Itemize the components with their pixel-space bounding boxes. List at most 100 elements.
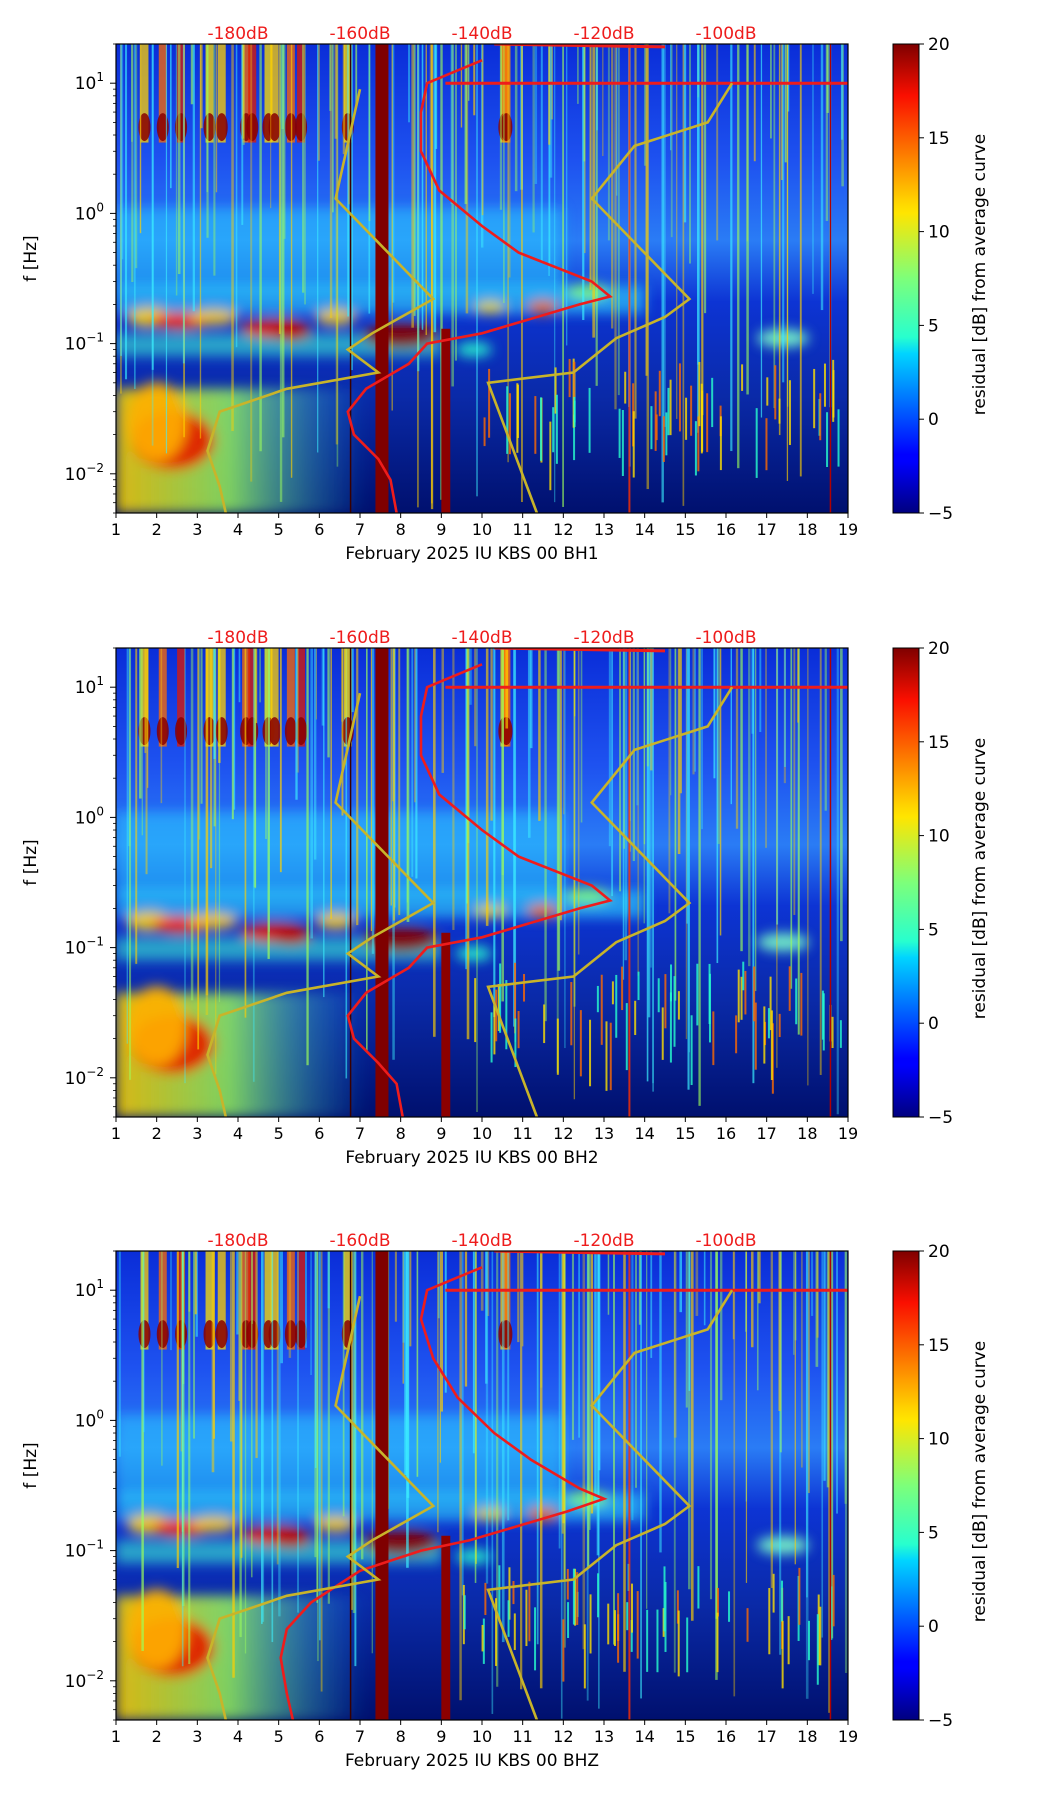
- top-db-label: -140dB: [451, 628, 512, 648]
- thin-event: [611, 44, 614, 329]
- hf-event: [286, 648, 295, 747]
- lf-spike: [735, 1015, 738, 1054]
- thin-event: [690, 1251, 694, 1621]
- hotspot: [527, 300, 559, 315]
- x-tick-label: 3: [192, 1727, 202, 1746]
- thin-event: [466, 648, 468, 904]
- thin-event: [417, 44, 420, 372]
- y-tick-label: 101: [75, 70, 104, 94]
- colorbar-tick-label: 5: [928, 1523, 939, 1543]
- x-tick-label: 8: [396, 1727, 406, 1746]
- thin-event: [467, 648, 470, 844]
- lf-spike: [807, 1620, 810, 1661]
- lf-spike: [607, 1603, 610, 1645]
- hf-event: [297, 44, 306, 143]
- thin-event: [142, 1251, 145, 1433]
- lf-spike: [690, 1015, 693, 1086]
- x-tick-label: 9: [436, 1124, 446, 1143]
- thin-event: [244, 1251, 247, 1654]
- thin-event: [336, 44, 339, 467]
- hf-event-core: [138, 113, 151, 142]
- colorbar-tick-label: 10: [928, 223, 950, 243]
- hotspot: [362, 1529, 439, 1556]
- saturation-band: [441, 328, 451, 513]
- lf-spike: [574, 1568, 577, 1626]
- lf-spike: [800, 972, 803, 1036]
- thin-event: [673, 1251, 677, 1438]
- thin-event: [844, 1251, 847, 1504]
- thin-event: [205, 648, 209, 996]
- thin-event: [481, 44, 484, 216]
- lf-spike: [579, 1010, 582, 1077]
- hf-event: [502, 1251, 511, 1350]
- x-tick-label: 13: [594, 520, 614, 539]
- hf-event: [242, 44, 251, 143]
- lf-spike: [839, 1020, 842, 1048]
- thin-event: [392, 648, 396, 921]
- thin-event: [753, 44, 756, 162]
- thin-event: [564, 648, 566, 1049]
- y-tick-label: 100: [75, 804, 104, 828]
- x-tick-label: 2: [152, 520, 162, 539]
- thin-event: [539, 1251, 543, 1689]
- thin-event: [737, 44, 740, 469]
- top-db-label: -120dB: [573, 628, 634, 648]
- lf-spike: [618, 408, 621, 458]
- thin-event: [239, 1251, 242, 1638]
- lf-spike: [528, 1581, 531, 1642]
- lf-spike: [708, 963, 711, 1024]
- thin-event: [461, 1251, 464, 1596]
- hotspot: [315, 1516, 356, 1533]
- thin-event: [566, 44, 568, 346]
- lf-spike: [737, 969, 740, 1023]
- x-tick-label: 12: [553, 520, 573, 539]
- thin-event: [193, 1251, 195, 1439]
- thin-event: [507, 44, 509, 463]
- hf-event-core: [156, 717, 169, 746]
- thin-event: [583, 44, 586, 162]
- thin-event: [703, 1251, 706, 1326]
- lf-spike: [816, 1614, 819, 1685]
- thin-event: [503, 44, 505, 303]
- thin-event: [345, 648, 348, 1079]
- colorbar-label: residual [dB] from average curve: [970, 134, 990, 415]
- thin-event: [141, 1251, 144, 1651]
- thin-event: [465, 648, 467, 970]
- saturation-line: [829, 44, 832, 513]
- lf-spike: [667, 387, 670, 436]
- thin-event: [175, 44, 178, 296]
- top-db-label: -100dB: [695, 24, 756, 44]
- thin-event: [182, 44, 185, 364]
- thin-event: [259, 648, 261, 703]
- thin-event: [765, 648, 767, 848]
- saturation-band: [441, 932, 451, 1117]
- x-tick-label: 5: [274, 520, 284, 539]
- event-streaks: [120, 44, 844, 510]
- thin-event: [454, 44, 458, 361]
- saturation-band: [375, 1251, 389, 1720]
- thin-event: [165, 44, 168, 454]
- thin-event: [674, 648, 677, 1001]
- colorbar-tick-label: 0: [928, 1014, 939, 1034]
- thin-event: [437, 1251, 439, 1533]
- hotspot: [527, 1507, 559, 1522]
- hotspot: [189, 1516, 238, 1533]
- lf-spike: [552, 407, 555, 453]
- saturation-line: [829, 648, 832, 1117]
- saturation-band: [375, 648, 389, 1117]
- lf-spike: [665, 412, 668, 456]
- thin-event: [335, 44, 339, 445]
- thin-event: [368, 44, 371, 222]
- lf-spike: [669, 379, 672, 436]
- thin-event: [134, 44, 138, 269]
- thin-event: [305, 1251, 307, 1348]
- thin-event: [540, 44, 543, 262]
- thin-event: [563, 648, 565, 815]
- thin-event: [673, 1251, 676, 1673]
- lf-spike: [701, 390, 704, 452]
- thin-event: [414, 648, 416, 803]
- thin-event: [320, 1251, 323, 1692]
- thin-event: [188, 1251, 191, 1665]
- lf-spike: [697, 416, 700, 472]
- thin-event: [824, 648, 827, 811]
